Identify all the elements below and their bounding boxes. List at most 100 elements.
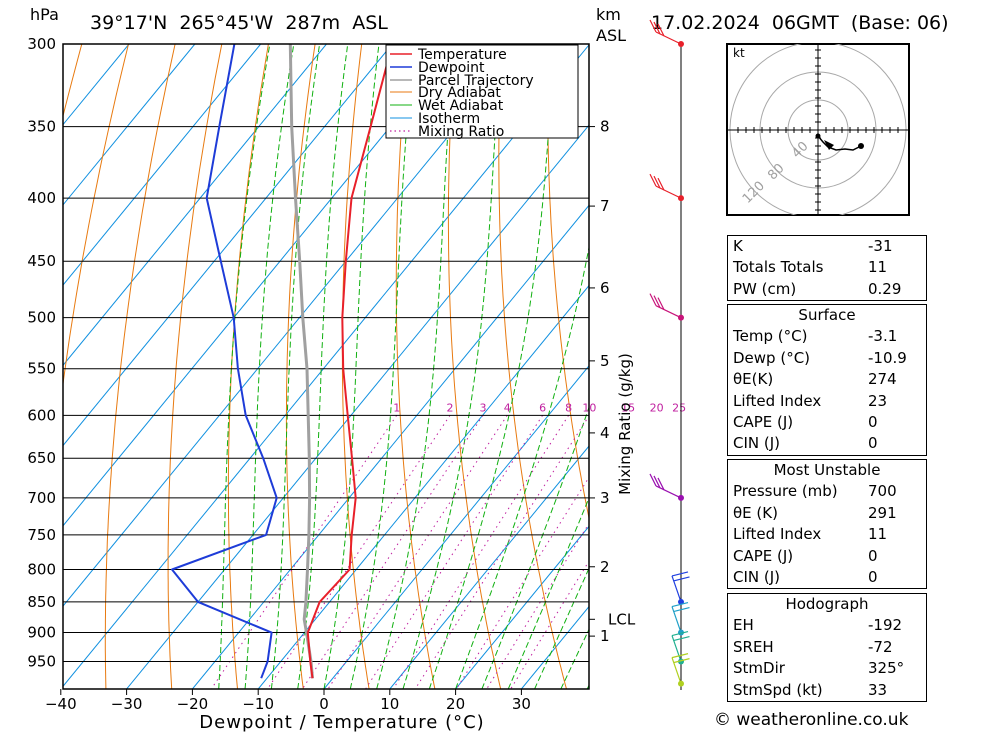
wet-adiabat-line <box>323 44 380 689</box>
temperature-tick-label: −40 <box>45 695 77 713</box>
pw-row: PW (cm) 0.29 <box>728 279 926 300</box>
wet-adiabat-line <box>218 44 271 689</box>
km-tick-label: 2 <box>600 558 610 576</box>
surface-theta-value: 274 <box>868 370 897 389</box>
stmdir-value: 325° <box>868 659 905 678</box>
stmdir-label: StmDir <box>733 659 785 678</box>
surface-li-value: 23 <box>868 391 888 410</box>
isotherm-line <box>389 445 589 689</box>
dry-adiabat-line <box>395 44 436 689</box>
pressure-tick-label: 600 <box>27 406 56 424</box>
surface-dewp-value: -10.9 <box>868 348 907 367</box>
stmdir-row: StmDir 325° <box>728 658 926 679</box>
mu-pressure-label: Pressure (mb) <box>733 482 838 501</box>
mu-theta-label: θE (K) <box>733 503 778 522</box>
surface-dewp-row: Dewp (°C) -10.9 <box>728 348 926 369</box>
temperature-tick-label: −10 <box>242 695 274 713</box>
isotherm-line <box>126 124 589 689</box>
km-tick-label: 5 <box>600 352 610 370</box>
isotherm-line <box>63 44 262 286</box>
mu-cape-row: CAPE (J) 0 <box>728 546 926 567</box>
dry-adiabat-line <box>63 44 129 388</box>
pressure-tick-label: 700 <box>27 489 56 507</box>
credit-link[interactable]: © weatheronline.co.uk <box>714 710 909 730</box>
pressure-tick-label: 950 <box>27 653 56 671</box>
surface-li-label: Lifted Index <box>733 391 822 410</box>
surface-cin-value: 0 <box>868 434 878 453</box>
mixing-ratio-label: 10 <box>582 401 596 414</box>
temperature-line <box>306 44 394 679</box>
surface-temp-row: Temp (°C) -3.1 <box>728 326 926 347</box>
legend-parcel: Parcel Trajectory <box>418 73 534 89</box>
km-label: km <box>596 5 621 24</box>
mu-li-row: Lifted Index 11 <box>728 524 926 545</box>
legend: Temperature Dewpoint Parcel Trajectory D… <box>385 44 579 140</box>
stmspd-row: StmSpd (kt) 33 <box>728 680 926 701</box>
mixing-ratio-label: 25 <box>672 401 686 414</box>
surface-theta-label: θE(K) <box>733 370 774 389</box>
mixing-ratio-line <box>301 415 484 689</box>
km-tick-label: 7 <box>600 197 610 215</box>
mixing-ratio-label: 4 <box>504 401 511 414</box>
surface-cin-row: CIN (J) 0 <box>728 433 926 454</box>
temperature-tick-label: 20 <box>446 695 465 713</box>
mu-li-value: 11 <box>868 525 888 544</box>
legend-dewpoint: Dewpoint <box>418 60 485 76</box>
pressure-tick-label: 900 <box>27 624 56 642</box>
dry-adiabat-line <box>167 44 223 689</box>
hpa-label: hPa <box>30 5 59 24</box>
dry-adiabat-line <box>227 44 269 689</box>
wet-adiabat-line <box>376 44 455 689</box>
mixing-ratio-label: 8 <box>565 401 572 414</box>
stmspd-label: StmSpd (kt) <box>733 680 823 699</box>
mu-theta-value: 291 <box>868 503 897 522</box>
mu-pressure-row: Pressure (mb) 700 <box>728 481 926 502</box>
mu-cape-label: CAPE (J) <box>733 546 794 565</box>
hodograph-table: Hodograph EH -192 SREH -72 StmDir 325° StmS… <box>727 593 927 703</box>
mu-theta-row: θE (K) 291 <box>728 503 926 524</box>
mu-cin-row: CIN (J) 0 <box>728 567 926 588</box>
km-tick-label: 4 <box>600 424 610 442</box>
dry-adiabat-line <box>498 44 567 689</box>
wet-adiabat-line <box>244 44 295 689</box>
k-index-value: -31 <box>868 237 893 255</box>
wet-adiabat-line <box>481 405 589 689</box>
sreh-row: SREH -72 <box>728 637 926 658</box>
mu-cin-value: 0 <box>868 568 878 587</box>
most-unstable-title: Most Unstable <box>773 461 881 479</box>
sreh-label: SREH <box>733 637 774 656</box>
pressure-tick-label: 800 <box>27 560 56 578</box>
eh-label: EH <box>733 616 754 635</box>
surface-table: Surface Temp (°C) -3.1 Dewp (°C) -10.9 θE(… <box>727 304 927 456</box>
stmspd-value: 33 <box>868 680 888 699</box>
temperature-tick-label: 0 <box>319 695 329 713</box>
legend-mixing-ratio: Mixing Ratio <box>418 124 504 140</box>
pw-label: PW (cm) <box>733 279 797 298</box>
isotherm-line <box>63 44 589 688</box>
legend-isotherm: Isotherm <box>418 111 480 127</box>
mu-pressure-value: 700 <box>868 482 897 501</box>
mixing-ratio-axis-label: Mixing Ratio (g/kg) <box>616 353 634 495</box>
isotherm-line <box>63 44 459 527</box>
km-tick-label: 3 <box>600 489 610 507</box>
isotherm-line <box>63 44 327 367</box>
mixing-ratio-label: 1 <box>393 401 400 414</box>
surface-title: Surface <box>798 306 856 324</box>
mixing-ratio-line <box>392 415 570 689</box>
isotherm-line <box>257 284 589 689</box>
totals-totals-value: 11 <box>868 258 888 277</box>
temperature-tick-label: 30 <box>512 695 531 713</box>
eh-value: -192 <box>868 616 903 635</box>
surface-temp-label: Temp (°C) <box>733 327 808 346</box>
isotherm-line <box>455 525 589 689</box>
k-index-label: K <box>733 237 743 255</box>
dewpoint-line <box>171 44 278 679</box>
mu-li-label: Lifted Index <box>733 525 822 544</box>
pressure-tick-label: 500 <box>27 309 56 327</box>
mixing-ratio-line <box>455 476 589 689</box>
surface-cin-label: CIN (J) <box>733 434 781 453</box>
mixing-ratio-line <box>327 415 508 689</box>
dry-adiabat-line <box>285 44 316 689</box>
km-tick-label: 1 <box>600 627 610 645</box>
